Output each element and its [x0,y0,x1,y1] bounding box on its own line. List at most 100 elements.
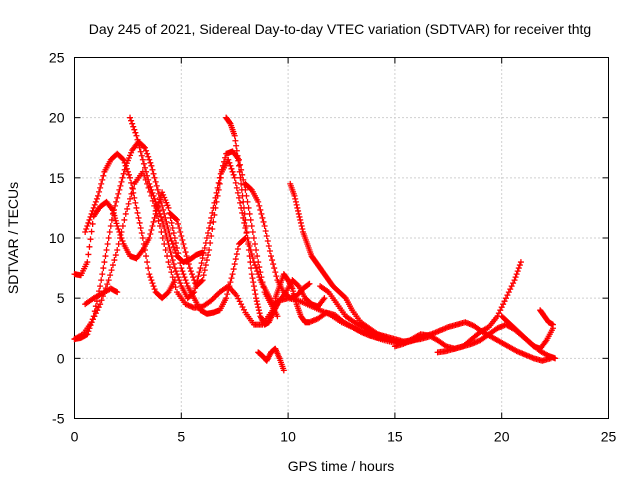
data-point [240,306,247,313]
data-point [139,235,146,241]
data-point [166,264,173,271]
data-point [233,184,240,191]
data-point [274,301,281,308]
data-point [89,207,96,214]
data-point [150,192,157,199]
series-sat-h [223,114,281,328]
data-point [154,204,161,211]
data-point [159,235,166,241]
data-point [122,210,129,217]
grid-lines [74,57,609,419]
data-point [119,238,126,245]
data-point [227,279,234,286]
data-point [251,287,258,294]
data-point [105,235,112,241]
data-point [247,216,254,223]
data-point [134,136,141,143]
data-point [118,228,125,235]
data-point [146,156,153,163]
data-point [195,273,202,280]
data-point [172,250,179,257]
data-point [140,241,147,248]
data-point [191,277,198,284]
data-point [92,303,99,310]
data-point [295,207,302,214]
data-point [229,168,236,175]
x-tick-label: 5 [177,429,185,445]
series-sat-q [537,307,556,328]
data-point [84,222,91,229]
data-point [172,240,179,247]
data-point [249,275,256,282]
data-point [99,271,106,278]
data-point [95,304,102,311]
data-point [213,198,220,205]
data-point [152,178,159,185]
data-point [205,229,211,236]
data-point [163,218,170,225]
data-point [226,159,233,166]
data-point [127,114,134,121]
data-point [119,155,126,162]
data-point [502,295,509,302]
data-point [227,162,234,169]
data-point [254,301,261,308]
data-point [88,210,95,217]
data-point [292,195,299,202]
data-point [514,268,521,275]
data-point [549,321,556,328]
data-point [175,274,182,281]
data-point [180,241,187,248]
data-point [299,225,306,232]
data-point [240,198,247,205]
data-point [111,206,118,213]
data-point [143,168,150,175]
data-point [148,186,155,193]
data-point [131,194,138,201]
data-point [256,202,263,209]
data-point [212,293,219,300]
data-point [201,267,208,274]
data-point [272,269,279,276]
data-point [156,194,163,201]
data-point [149,166,156,173]
data-point [212,204,219,211]
data-point [143,147,150,154]
data-point [136,144,143,151]
data-point [215,179,222,186]
data-point [341,294,348,301]
data-point [259,214,266,221]
data-point [112,252,119,259]
data-point [239,303,246,310]
data-point [123,165,130,172]
data-point [232,256,239,263]
data-point [213,291,220,298]
data-point [159,216,166,223]
data-point [206,224,213,231]
data-point [132,199,139,206]
y-tick-label: 10 [49,230,65,246]
data-point [169,257,176,264]
data-point [213,189,220,196]
data-point [498,304,505,311]
data-point [170,244,177,251]
data-point [200,250,207,257]
data-point [139,156,146,163]
data-point [130,189,137,196]
data-point [155,207,162,214]
data-point [99,176,106,183]
data-point [167,235,174,241]
data-point [124,205,131,212]
data-point [203,257,210,264]
series-sat-j [255,345,287,374]
data-point [255,198,262,205]
data-point [291,192,298,199]
data-point [165,241,172,248]
data-point [128,117,135,124]
series-sat-e [82,285,121,308]
data-point [144,259,151,266]
data-point [263,232,270,239]
data-point [179,268,186,275]
y-tick-label: -5 [52,411,65,427]
data-point [149,222,156,229]
